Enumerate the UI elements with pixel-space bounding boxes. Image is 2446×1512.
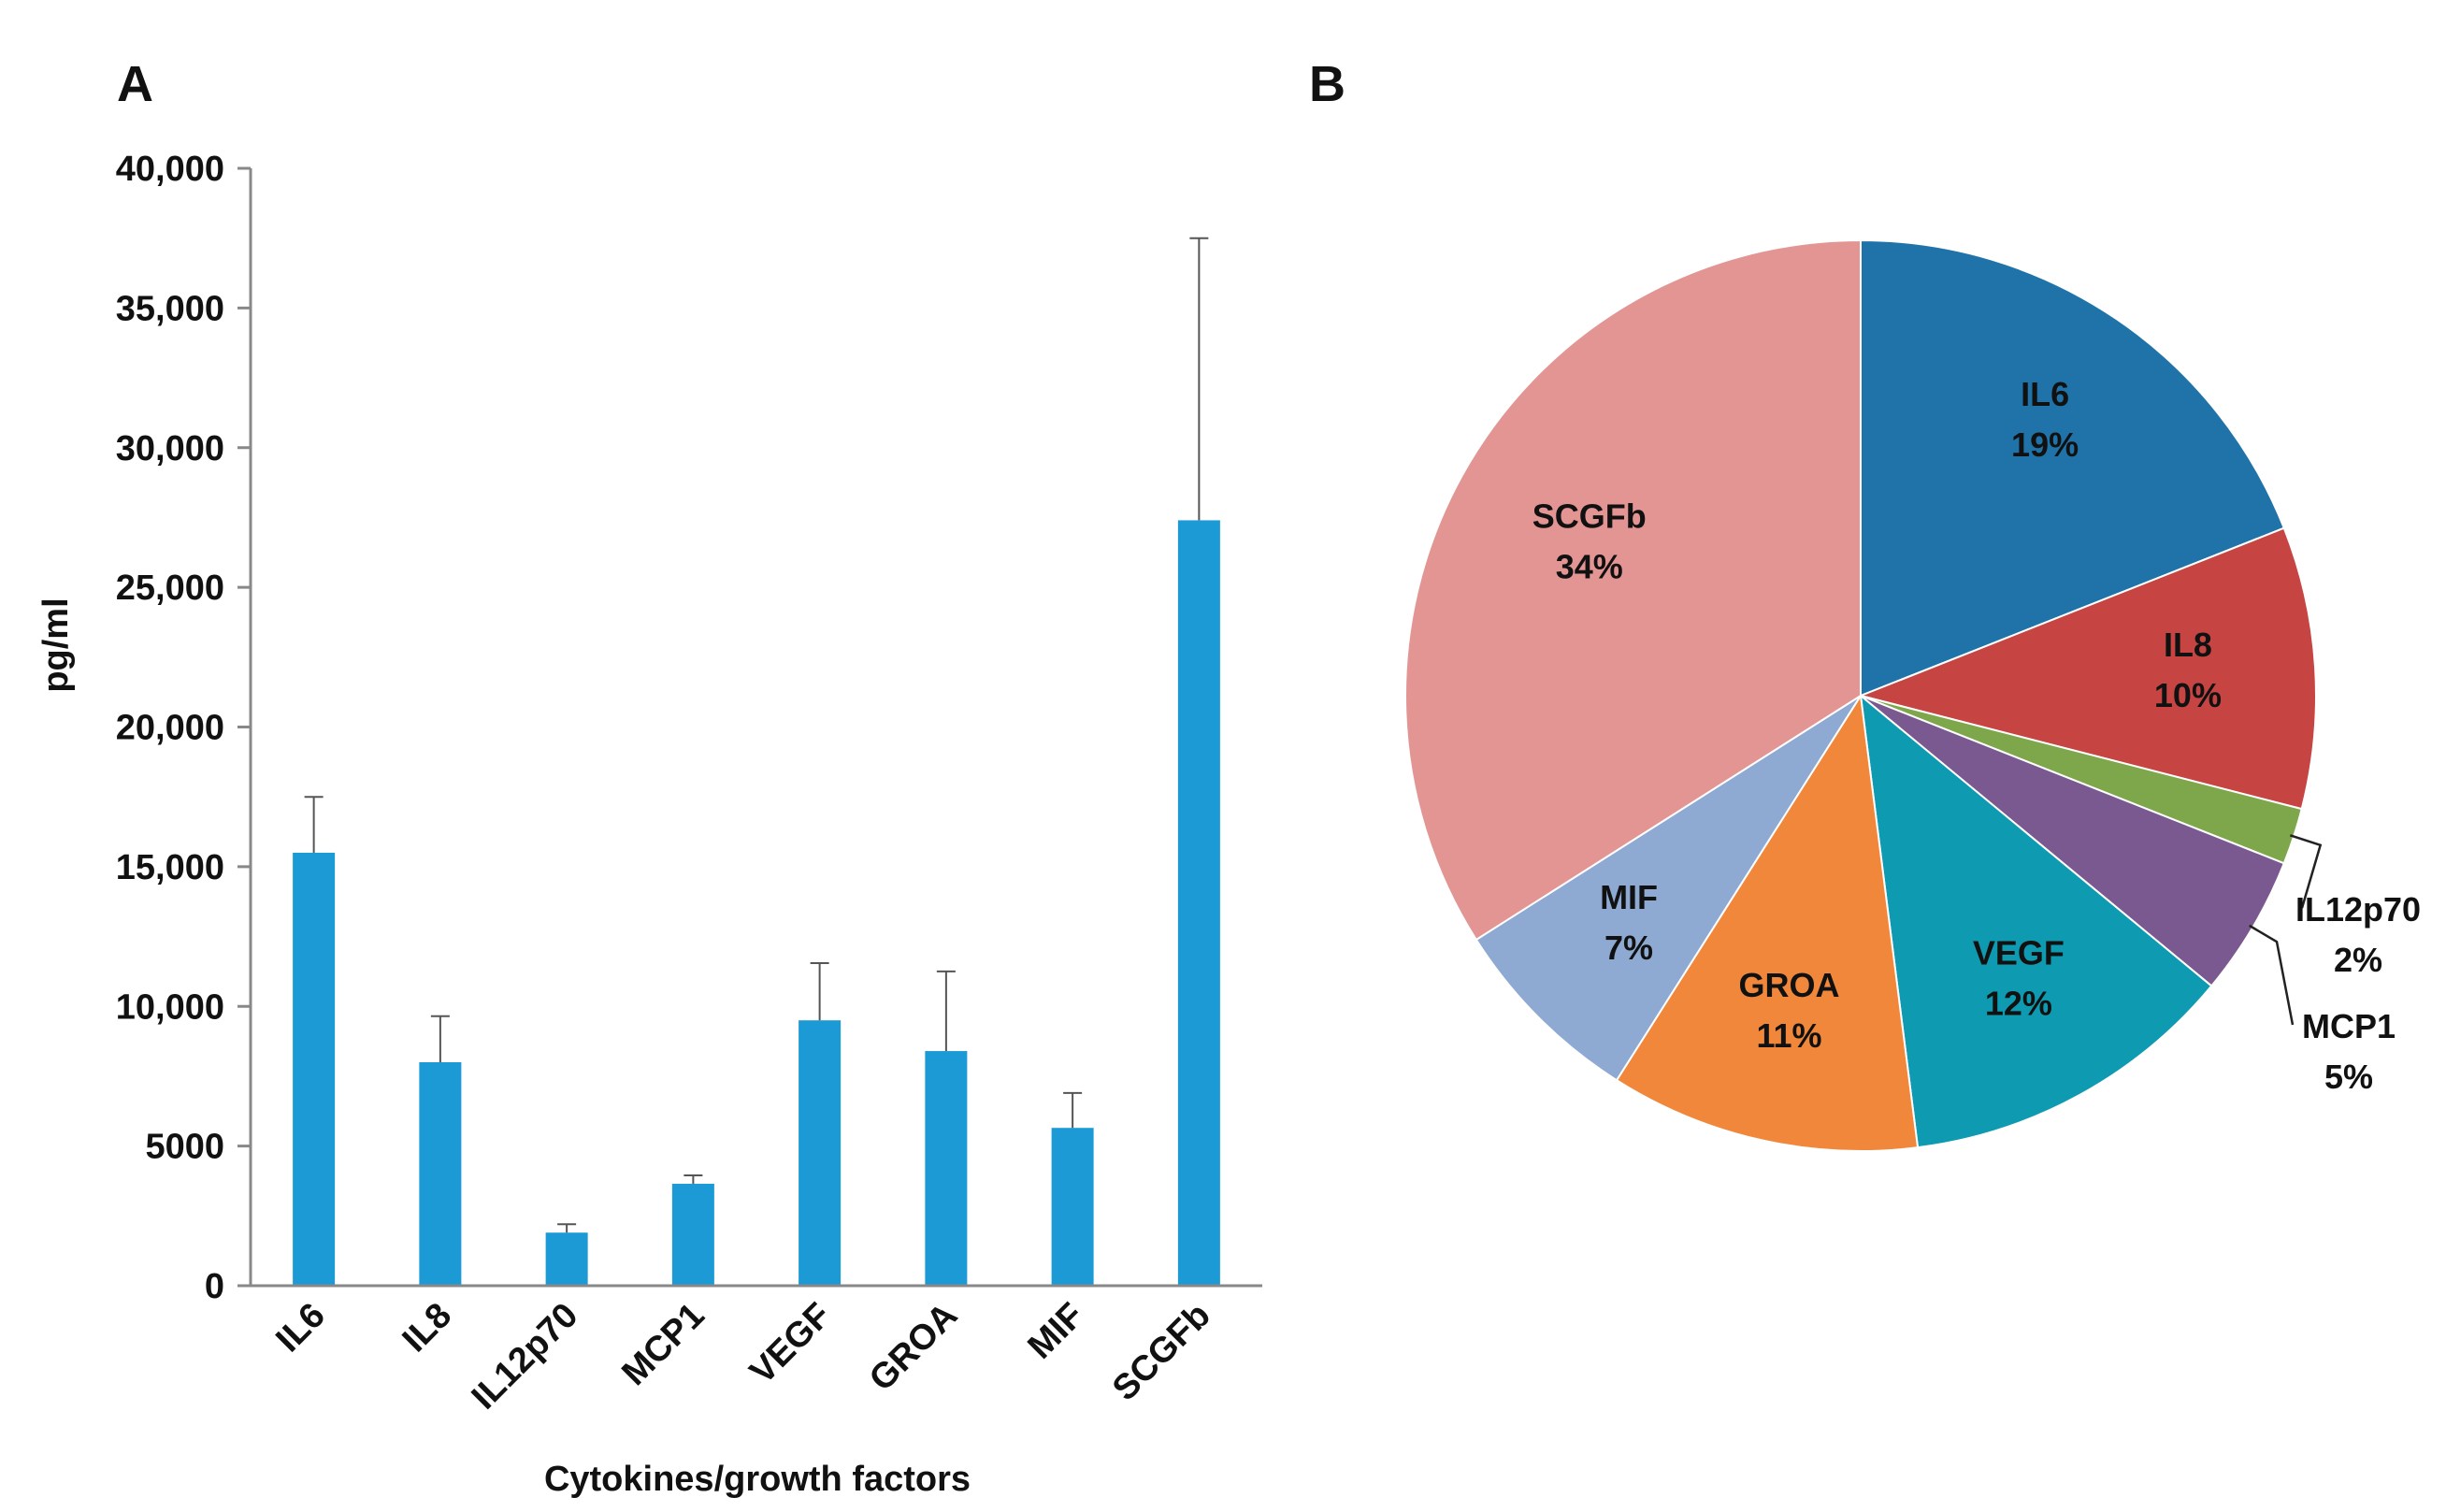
y-tick-label: 25,000 bbox=[116, 569, 224, 608]
x-axis-categories: IL6 IL8 IL12p70 MCP1 VEGF GROA MIF SCGFb bbox=[268, 1296, 1217, 1418]
bar-IL6 bbox=[293, 852, 336, 1286]
bar-IL12p70 bbox=[545, 1232, 588, 1286]
pie-slice-MIF bbox=[1475, 695, 1862, 1082]
panel-label-b: B bbox=[1309, 56, 1345, 112]
pie-label-name: MIF bbox=[1600, 878, 1658, 916]
y-tick-label: 30,000 bbox=[116, 429, 224, 468]
y-tick-label: 40,000 bbox=[116, 150, 224, 189]
bar-SCGFb bbox=[1177, 520, 1220, 1286]
pie-slice-VEGF bbox=[1859, 693, 2213, 1149]
y-axis-ticks: 0 5000 10,000 15,000 20,000 25,000 30,000 35,00… bbox=[116, 150, 251, 1306]
pie-label-name: MCP1 bbox=[2302, 1007, 2396, 1045]
x-category-label: VEGF bbox=[742, 1296, 839, 1392]
pie-slice-IL6 bbox=[1860, 238, 2286, 698]
x-category-label: IL6 bbox=[268, 1296, 333, 1361]
y-tick-label: 0 bbox=[205, 1267, 224, 1306]
x-category-label: SCGFb bbox=[1105, 1296, 1218, 1409]
bar-chart: 0 5000 10,000 15,000 20,000 25,000 30,000 35,00… bbox=[36, 150, 1262, 1499]
bar-VEGF bbox=[799, 1020, 842, 1286]
pie-label-name: IL6 bbox=[2021, 375, 2069, 413]
bar-MIF bbox=[1051, 1128, 1094, 1286]
y-tick-label: 20,000 bbox=[116, 709, 224, 748]
pie-leader-IL12p70 bbox=[2289, 834, 2323, 909]
y-tick-label: 15,000 bbox=[116, 848, 224, 887]
y-tick-label: 10,000 bbox=[116, 987, 224, 1027]
y-tick-label: 5000 bbox=[145, 1128, 224, 1167]
pie-slice-IL8 bbox=[1857, 526, 2317, 811]
pie-label-percent: 11% bbox=[1756, 1016, 1821, 1055]
x-axis-title: Cytokines/growth factors bbox=[544, 1460, 971, 1499]
bar-series bbox=[293, 237, 1220, 1286]
bar-GROA bbox=[925, 1051, 968, 1286]
pie-label-name: VEGF bbox=[1973, 933, 2065, 972]
pie-label-percent: 5% bbox=[2324, 1058, 2373, 1096]
pie-label-percent: 10% bbox=[2154, 676, 2222, 714]
pie-label-name: SCGFb bbox=[1532, 497, 1647, 535]
x-category-label: MIF bbox=[1021, 1296, 1092, 1367]
x-category-label: GROA bbox=[862, 1296, 965, 1399]
pie-label-percent: 34% bbox=[1556, 547, 1623, 585]
x-category-label: IL8 bbox=[396, 1296, 460, 1361]
pie-label-percent: 7% bbox=[1604, 929, 1653, 967]
y-tick-label: 35,000 bbox=[116, 289, 224, 328]
x-category-label: IL12p70 bbox=[465, 1296, 586, 1418]
pie-leader-MCP1 bbox=[2249, 924, 2295, 1026]
pie-label-name: IL12p70 bbox=[2295, 890, 2421, 929]
pie-slice-GROA bbox=[1615, 693, 1920, 1152]
bar-IL8 bbox=[419, 1062, 462, 1286]
x-category-label: MCP1 bbox=[614, 1296, 712, 1393]
pie-slice-SCGFb bbox=[1403, 238, 1862, 942]
pie-chart: IL6 19% IL8 10% IL12p70 2% MCP1 5% VEGF 12% GROA 11… bbox=[1403, 238, 2421, 1152]
pie-label-percent: 2% bbox=[2334, 941, 2382, 979]
bar-MCP1 bbox=[671, 1183, 714, 1286]
y-axis-title: pg/ml bbox=[36, 598, 76, 692]
pie-label-name: GROA bbox=[1739, 966, 1840, 1004]
panel-label-a: A bbox=[117, 56, 153, 112]
pie-label-name: IL8 bbox=[2164, 626, 2212, 664]
pie-label-percent: 19% bbox=[2011, 425, 2079, 464]
pie-label-percent: 12% bbox=[1985, 984, 2052, 1022]
